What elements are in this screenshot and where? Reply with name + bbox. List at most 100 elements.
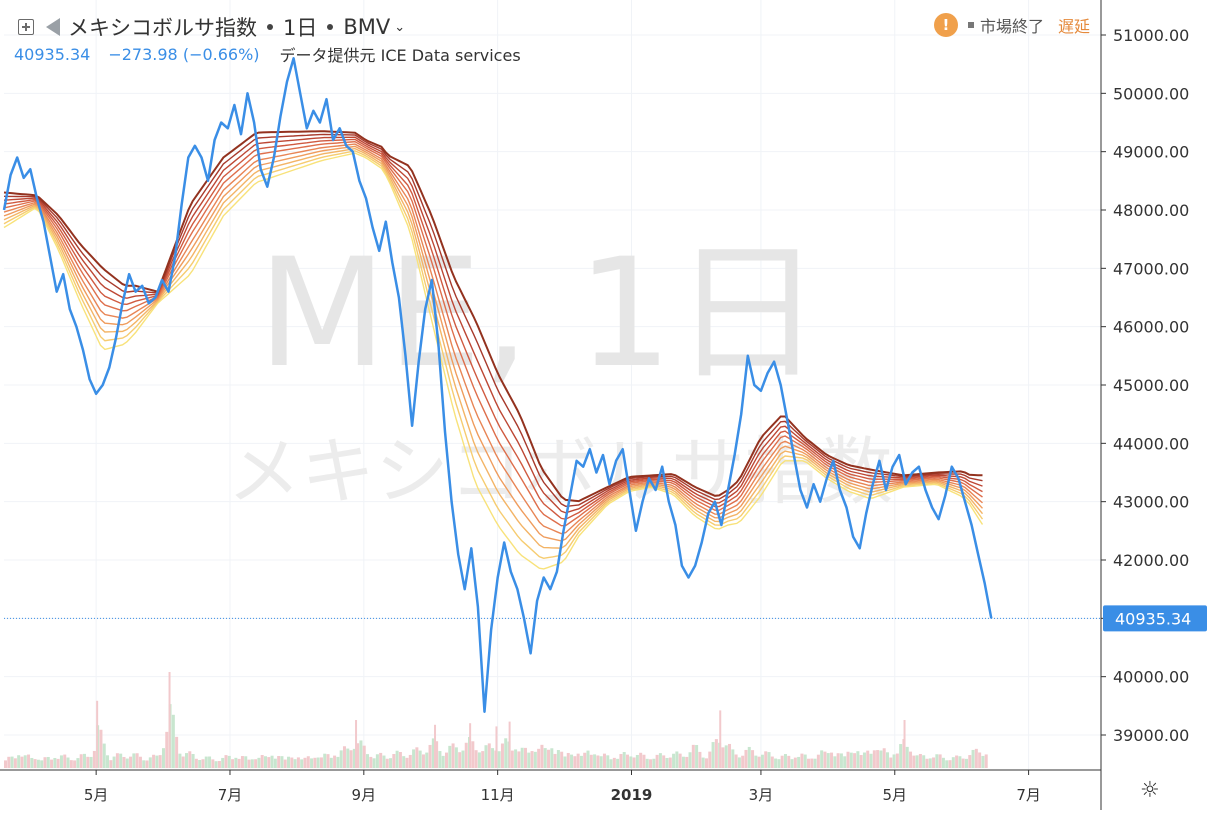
market-status: ! 市場終了 遅延 xyxy=(933,13,1090,37)
volume-bar xyxy=(853,753,857,768)
volume-bar xyxy=(369,756,373,768)
exchange-label: BMV xyxy=(343,15,391,39)
volume-bar xyxy=(441,755,445,768)
volume-bar xyxy=(754,755,758,768)
delayed-label[interactable]: 遅延 xyxy=(1057,17,1090,36)
volume-bar xyxy=(7,756,11,768)
volume-bar xyxy=(43,757,47,768)
volume-bar xyxy=(76,758,80,768)
volume-bar xyxy=(550,748,554,768)
volume-bar xyxy=(13,758,17,768)
volume-bar xyxy=(435,741,439,768)
volume-spike xyxy=(495,726,498,768)
flag-icon[interactable] xyxy=(46,18,60,36)
volume-spike xyxy=(508,721,511,768)
volume-spike xyxy=(469,723,472,768)
y-tick-label: 51000.00 xyxy=(1113,26,1189,45)
volume-bar xyxy=(918,753,922,768)
volume-bar xyxy=(971,749,975,768)
volume-bar xyxy=(879,750,883,768)
volume-bar xyxy=(431,738,435,768)
volume-bar xyxy=(316,757,320,768)
volume-bar xyxy=(589,754,593,768)
gear-icon[interactable]: ☼ xyxy=(1140,778,1160,803)
volume-bar xyxy=(724,745,728,768)
volume-bar xyxy=(372,758,376,768)
volume-bar xyxy=(708,751,712,768)
volume-bar xyxy=(208,756,212,768)
volume-bar xyxy=(658,753,662,768)
separator-dot xyxy=(267,24,273,30)
volume-bar xyxy=(66,757,70,768)
volume-bar xyxy=(135,753,139,768)
warning-icon[interactable]: ! xyxy=(933,13,958,37)
volume-bar xyxy=(556,750,560,768)
volume-bar xyxy=(859,755,863,768)
volume-bar xyxy=(925,758,929,768)
ma-line xyxy=(3,143,983,535)
volume-bar xyxy=(530,751,534,768)
ma-line xyxy=(3,136,983,514)
volume-bar xyxy=(102,743,106,768)
separator-dot xyxy=(327,24,334,30)
legend-change: −273.98 (−0.66%) xyxy=(108,44,260,64)
volume-bar xyxy=(398,751,402,768)
volume-bar xyxy=(112,756,116,768)
symbol-title: メキシコボルサ指数 xyxy=(68,16,257,40)
volume-bar xyxy=(695,745,699,768)
volume-bar xyxy=(576,753,580,768)
x-tick-label: 11月 xyxy=(481,786,515,804)
volume-bar xyxy=(968,755,972,768)
volume-bar xyxy=(800,753,804,768)
volume-bar xyxy=(672,753,676,768)
interval-label[interactable]: 1日 xyxy=(283,16,318,40)
volume-bar xyxy=(895,753,899,768)
volume-bar xyxy=(777,759,781,768)
volume-bar xyxy=(652,758,656,768)
ma-line xyxy=(3,152,984,570)
volume-bar xyxy=(461,750,465,768)
volume-bar xyxy=(599,756,603,768)
volume-bar xyxy=(523,747,527,768)
volume-bar xyxy=(632,757,636,768)
volume-bar xyxy=(665,757,669,768)
volume-spike xyxy=(434,724,437,768)
ma-line xyxy=(3,133,983,508)
volume-bar xyxy=(10,756,14,768)
x-tick-label: 9月 xyxy=(352,786,377,804)
volume-spike xyxy=(719,710,722,768)
volume-bar xyxy=(912,755,916,768)
volume-bar xyxy=(458,752,462,768)
volume-bar xyxy=(185,753,189,768)
add-symbol-icon[interactable] xyxy=(18,19,34,35)
volume-bar xyxy=(737,757,741,768)
x-tick-label: 7月 xyxy=(218,786,243,804)
volume-bar xyxy=(836,753,840,768)
volume-bar xyxy=(563,756,567,768)
last-price-badge-label: 40935.34 xyxy=(1115,609,1191,628)
volume-bar xyxy=(326,754,330,768)
volume-bar xyxy=(79,754,83,768)
volume-bar xyxy=(593,754,597,768)
volume-bar xyxy=(566,752,570,768)
volume-bar xyxy=(783,754,787,768)
volume-bar xyxy=(211,759,215,768)
volume-bar xyxy=(336,756,340,768)
y-tick-label: 50000.00 xyxy=(1113,84,1189,103)
exchange-selector[interactable]: BMV ⌄ xyxy=(343,15,405,39)
volume-bar xyxy=(885,752,889,768)
volume-bar xyxy=(204,756,208,768)
volume-bar xyxy=(484,745,488,768)
volume-bar xyxy=(570,754,574,768)
volume-bar xyxy=(721,747,725,768)
x-tick-label: 3月 xyxy=(749,786,774,804)
volume-bar xyxy=(418,750,422,768)
volume-bar xyxy=(951,757,955,768)
volume-bar xyxy=(813,758,817,768)
x-tick-label: 2019 xyxy=(611,786,653,804)
volume-bar xyxy=(862,752,866,768)
volume-bar xyxy=(349,750,353,768)
volume-bar xyxy=(382,755,386,768)
